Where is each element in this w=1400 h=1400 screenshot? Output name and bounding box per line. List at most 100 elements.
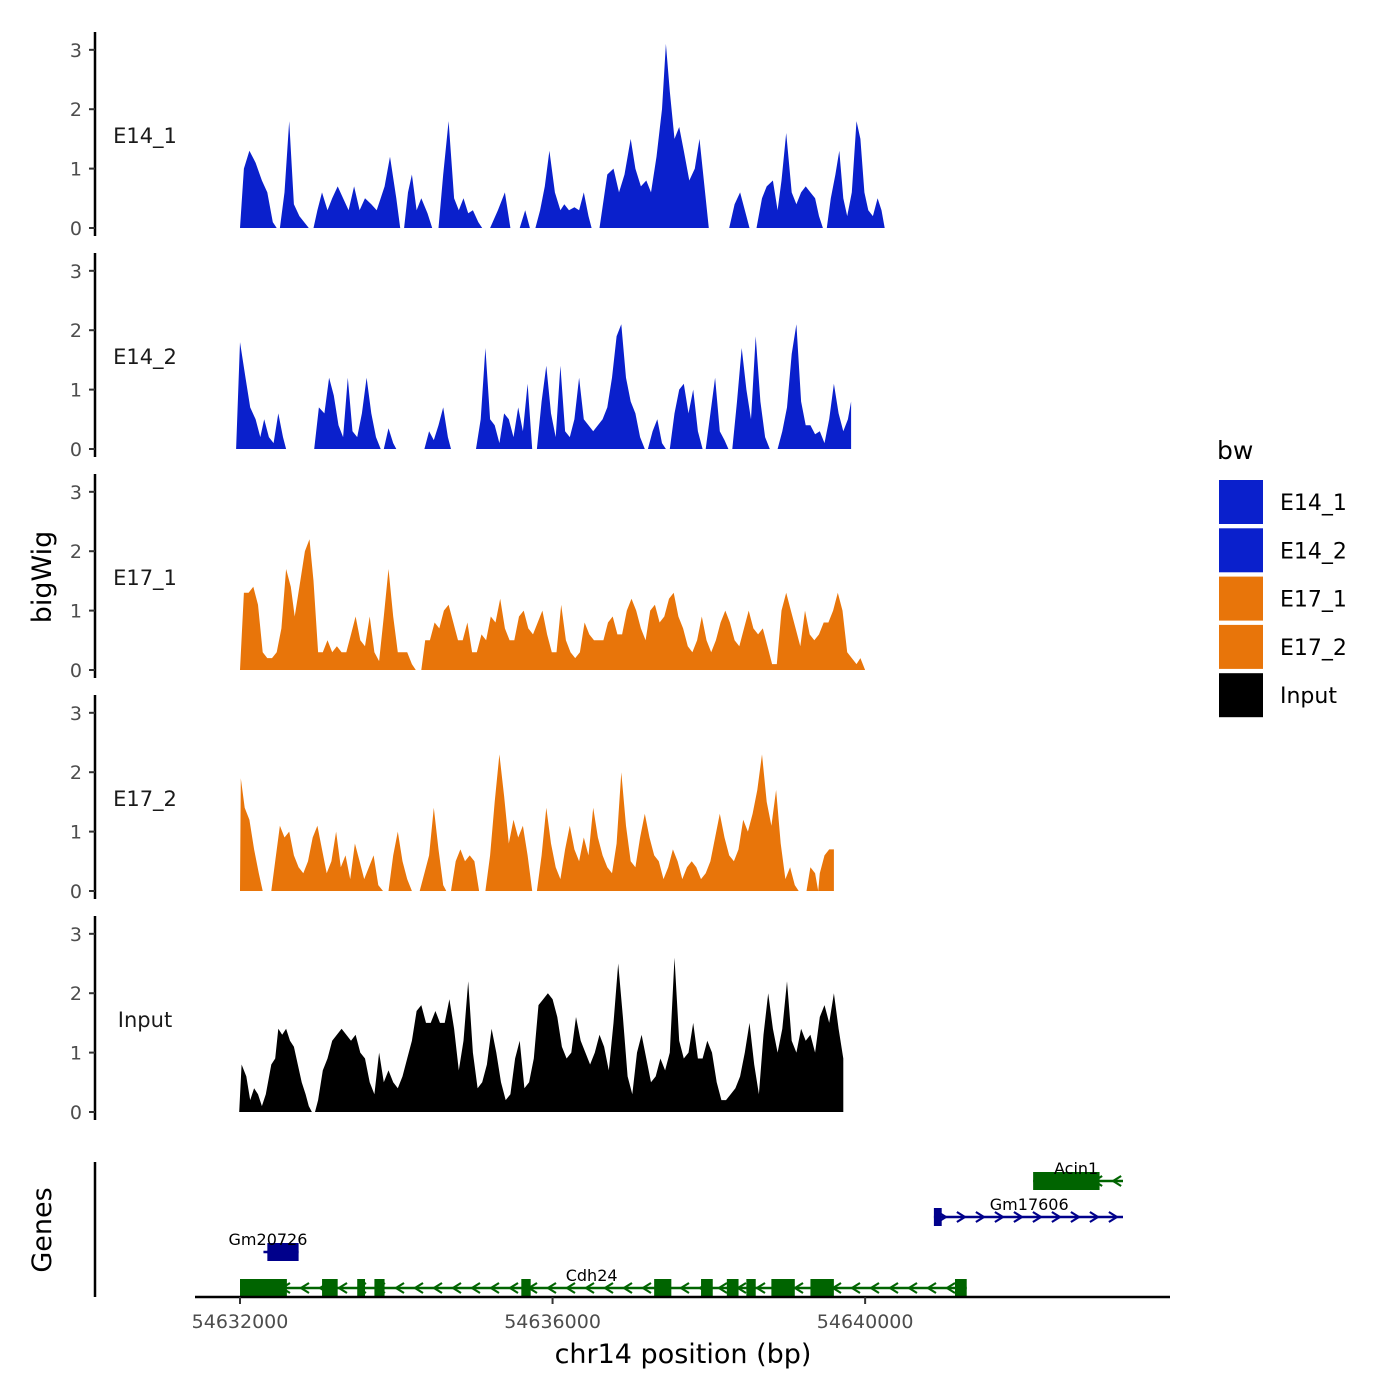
legend-label: E14_2 bbox=[1280, 539, 1347, 564]
track-label-input: Input bbox=[118, 1008, 172, 1032]
gene-exon bbox=[1033, 1172, 1100, 1190]
legend-label: E17_1 bbox=[1280, 588, 1347, 613]
signal-area-e14-1 bbox=[240, 43, 885, 229]
legend-swatch bbox=[1219, 480, 1263, 524]
legend: bw E14_1 E14_2 E17_1 E17_2 Input bbox=[1217, 436, 1347, 718]
track-e14-2: 0 1 2 3 E14_2 bbox=[70, 253, 852, 461]
strand-arrow bbox=[716, 1282, 728, 1294]
y-tick-label: 1 bbox=[70, 380, 82, 402]
x-tick-label: 54636000 bbox=[504, 1311, 601, 1333]
y-tick-label: 2 bbox=[70, 983, 82, 1005]
track-label-e17-1: E17_1 bbox=[113, 566, 177, 591]
genes-panel-title: Genes bbox=[27, 1187, 58, 1272]
gene-panel: Gm20726 Cdh24 Gm17606 Acin1 bbox=[93, 1159, 1123, 1297]
legend-swatch bbox=[1219, 576, 1263, 621]
y-tick-label: 2 bbox=[70, 320, 82, 342]
legend-item-e17-1: E17_1 bbox=[1219, 576, 1347, 621]
legend-label: E14_1 bbox=[1280, 491, 1347, 516]
strand-arrow bbox=[336, 1282, 348, 1294]
strand-arrow bbox=[545, 1282, 557, 1294]
legend-item-e17-2: E17_2 bbox=[1219, 624, 1347, 669]
strand-arrow bbox=[564, 1282, 576, 1294]
gene-exon bbox=[267, 1243, 299, 1261]
gene-label: Cdh24 bbox=[566, 1266, 618, 1285]
gene-exon bbox=[726, 1279, 739, 1297]
track-label-e14-2: E14_2 bbox=[113, 345, 177, 370]
track-label-e14-1: E14_1 bbox=[113, 124, 177, 149]
y-tick-label: 2 bbox=[70, 99, 82, 121]
gene-exon bbox=[746, 1279, 756, 1297]
y-axis-title: bigWig bbox=[27, 531, 58, 624]
y-tick-label: 0 bbox=[70, 218, 82, 240]
gene-gm17606: Gm17606 bbox=[933, 1195, 1123, 1226]
strand-arrow bbox=[431, 1282, 443, 1294]
gene-exon bbox=[322, 1279, 338, 1297]
strand-arrow bbox=[488, 1282, 500, 1294]
y-tick-label: 1 bbox=[70, 822, 82, 844]
strand-arrow bbox=[621, 1282, 633, 1294]
strand-arrow bbox=[887, 1282, 899, 1294]
y-tick-label: 1 bbox=[70, 159, 82, 181]
gene-exon bbox=[240, 1279, 287, 1297]
track-e17-2: 0 1 2 3 E17_2 bbox=[70, 695, 834, 903]
y-tick-label: 3 bbox=[70, 703, 82, 725]
strand-arrow bbox=[412, 1282, 424, 1294]
gene-exon bbox=[521, 1279, 531, 1297]
track-label-e17-2: E17_2 bbox=[113, 787, 177, 812]
strand-arrow bbox=[507, 1282, 519, 1294]
y-tick-label: 3 bbox=[70, 924, 82, 946]
track-input: 0 1 2 3 Input bbox=[70, 916, 844, 1124]
signal-area-input bbox=[239, 957, 844, 1112]
gene-exon bbox=[933, 1208, 942, 1226]
gene-exon bbox=[374, 1279, 385, 1297]
strand-arrow bbox=[975, 1211, 986, 1223]
y-tick-label: 0 bbox=[70, 439, 82, 461]
legend-swatch bbox=[1219, 673, 1263, 718]
legend-item-e14-1: E14_1 bbox=[1219, 480, 1347, 524]
strand-arrow bbox=[956, 1211, 967, 1223]
strand-arrow bbox=[906, 1282, 918, 1294]
gene-label: Gm20726 bbox=[229, 1230, 308, 1249]
legend-title: bw bbox=[1217, 436, 1253, 465]
strand-arrow bbox=[1111, 1175, 1122, 1187]
y-tick-label: 3 bbox=[70, 40, 82, 62]
strand-arrow bbox=[994, 1211, 1005, 1223]
strand-arrow bbox=[849, 1282, 861, 1294]
y-tick-label: 1 bbox=[70, 601, 82, 623]
strand-arrow bbox=[393, 1282, 405, 1294]
strand-arrow bbox=[868, 1282, 880, 1294]
y-tick-label: 0 bbox=[70, 1102, 82, 1124]
strand-arrow bbox=[925, 1282, 937, 1294]
signal-area-e14-2 bbox=[236, 324, 852, 449]
gene-gm20726: Gm20726 bbox=[229, 1230, 308, 1261]
legend-swatch bbox=[1219, 528, 1263, 573]
strand-arrow bbox=[450, 1282, 462, 1294]
legend-item-input: Input bbox=[1219, 673, 1337, 718]
gene-label: Gm17606 bbox=[990, 1195, 1069, 1214]
y-tick-label: 2 bbox=[70, 762, 82, 784]
signal-area-e17-1 bbox=[240, 539, 866, 670]
gene-exon bbox=[810, 1279, 834, 1297]
strand-arrow bbox=[1051, 1211, 1062, 1223]
gene-label: Acin1 bbox=[1054, 1159, 1098, 1178]
strand-arrow bbox=[602, 1282, 614, 1294]
legend-label: Input bbox=[1280, 684, 1337, 709]
y-tick-label: 0 bbox=[70, 881, 82, 903]
strand-arrow bbox=[1108, 1211, 1119, 1223]
strand-arrow bbox=[1089, 1211, 1100, 1223]
track-e17-1: 0 1 2 3 E17_1 bbox=[70, 474, 866, 682]
strand-arrow bbox=[754, 1282, 766, 1294]
y-tick-label: 0 bbox=[70, 660, 82, 682]
gene-exon bbox=[701, 1279, 713, 1297]
legend-label: E17_2 bbox=[1280, 636, 1347, 661]
gene-exon bbox=[771, 1279, 795, 1297]
strand-arrow bbox=[1032, 1211, 1043, 1223]
strand-arrow bbox=[1013, 1211, 1024, 1223]
strand-arrow bbox=[944, 1282, 956, 1294]
signal-area-e17-2 bbox=[240, 754, 834, 891]
x-tick-label: 54632000 bbox=[192, 1311, 289, 1333]
gene-exon bbox=[954, 1279, 967, 1297]
gene-exon bbox=[654, 1279, 672, 1297]
